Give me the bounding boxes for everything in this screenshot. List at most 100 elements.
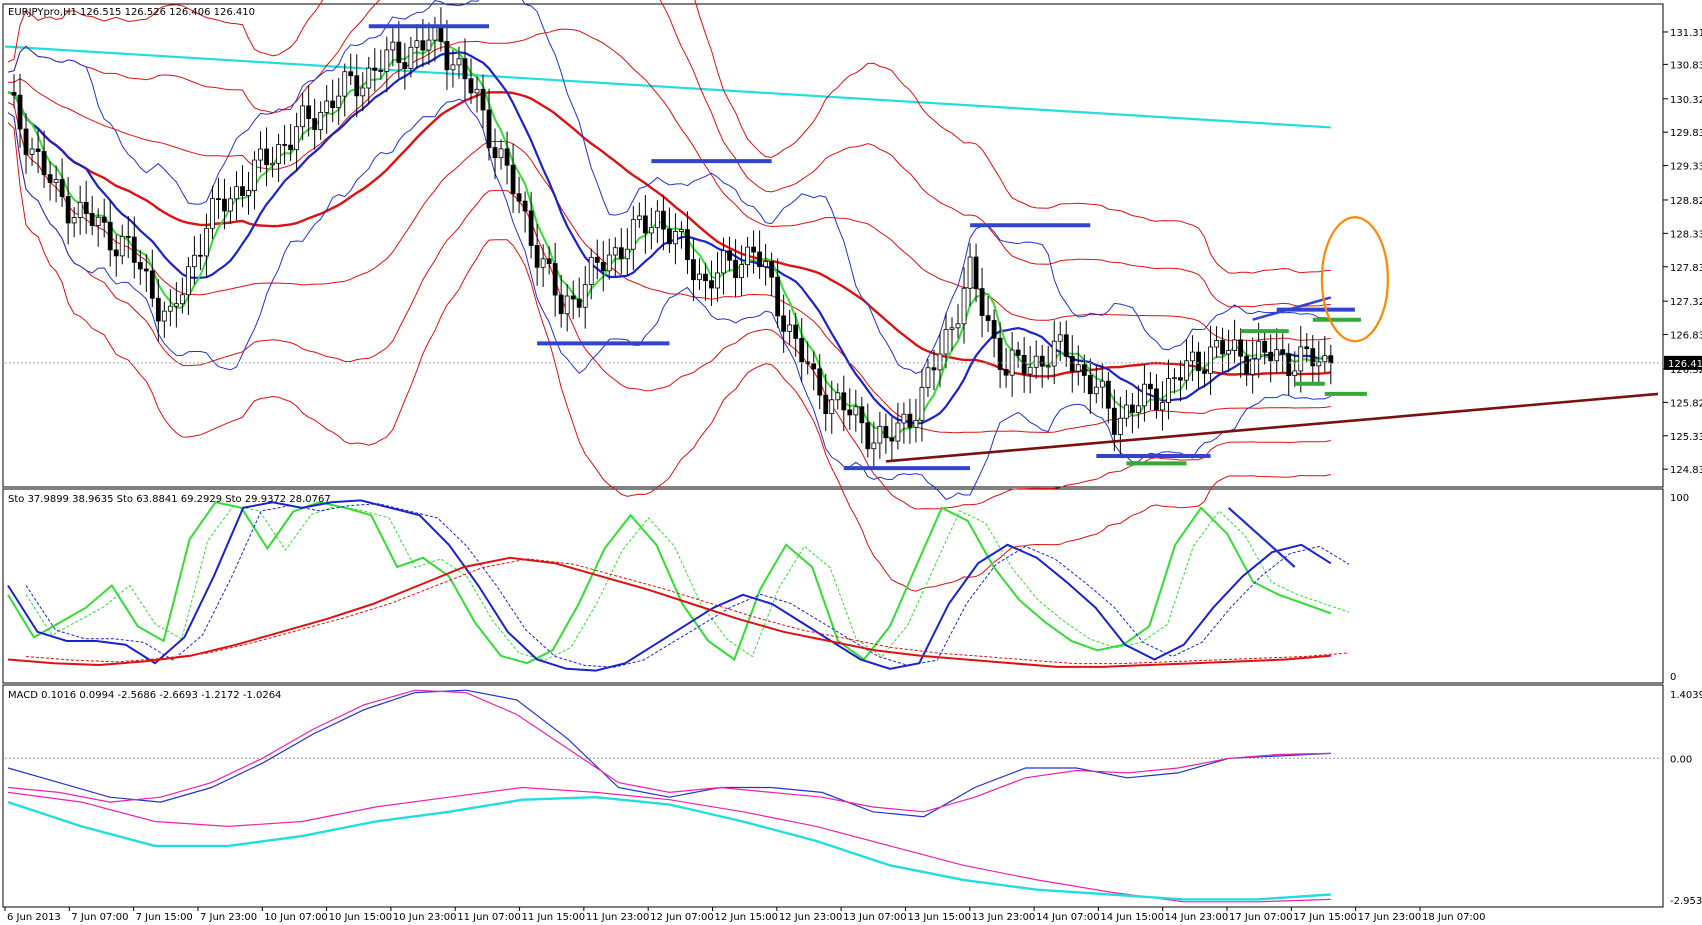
candle-bull xyxy=(167,305,173,312)
time-tick-label: 14 Jun 23:00 xyxy=(1165,912,1229,923)
candle-bear xyxy=(372,67,378,71)
price-tick-label: 128.330 xyxy=(1670,229,1702,240)
candle-bull xyxy=(540,258,546,268)
candle-bear xyxy=(23,128,29,155)
red-envelope-lower xyxy=(7,102,1331,434)
candle-bear xyxy=(1154,388,1159,411)
price-axis: 131.315 130.835 130.325 129.830 129.335 128.8… xyxy=(1663,28,1702,907)
candle-bear xyxy=(522,200,528,212)
candle-bull xyxy=(77,201,83,218)
candle-bull xyxy=(270,162,275,166)
candle-bear xyxy=(600,261,606,272)
stochastic-signal xyxy=(25,558,1349,665)
price-chart[interactable] xyxy=(4,0,1663,592)
candle-bear xyxy=(1238,339,1244,357)
candle-bull xyxy=(204,227,209,257)
price-tick-label: 126.320 xyxy=(1670,365,1702,376)
candle-bear xyxy=(378,69,384,72)
candle-bull xyxy=(835,392,841,401)
candle-bear xyxy=(1015,349,1021,356)
candle-bull xyxy=(1099,380,1105,388)
price-tick-label: 125.825 xyxy=(1670,398,1702,409)
candle-bull xyxy=(258,148,263,161)
candle-bear xyxy=(889,437,895,442)
candle-bear xyxy=(691,259,696,281)
candle-bear xyxy=(1111,407,1117,435)
candle-bull xyxy=(29,148,35,155)
candle-bear xyxy=(149,270,155,299)
candle-bear xyxy=(264,148,269,166)
candle-bear xyxy=(979,288,985,317)
candle-bull xyxy=(456,58,462,66)
candle-bear xyxy=(65,196,71,224)
candle-bear xyxy=(991,320,997,339)
time-tick-label: 7 Jun 15:00 xyxy=(136,912,193,923)
stochastic-tick-label: 0 xyxy=(1670,672,1676,683)
time-tick-label: 11 Jun 15:00 xyxy=(522,912,586,923)
candle-bull xyxy=(955,323,961,329)
candle-bear xyxy=(480,88,486,111)
candle-bear xyxy=(396,41,402,63)
candle-bear xyxy=(751,246,756,253)
candle-bull xyxy=(636,215,642,221)
candle-bear xyxy=(222,198,227,212)
candle-bear xyxy=(1003,369,1009,376)
macd-chart[interactable] xyxy=(5,689,1663,903)
macd-line xyxy=(7,795,1331,901)
candle-bear xyxy=(59,179,65,197)
candle-bear xyxy=(510,164,516,195)
candle-bear xyxy=(1220,340,1225,355)
candle-bear xyxy=(125,236,131,238)
candle-bull xyxy=(185,266,191,296)
macd-pane-header: MACD 0.1016 0.0994 -2.5686 -2.6693 -1.21… xyxy=(8,690,281,701)
stochastic-chart[interactable] xyxy=(7,499,1350,672)
candle-bear xyxy=(1069,355,1075,372)
candle-bull xyxy=(943,329,949,355)
candle-bull xyxy=(1274,349,1280,362)
macd-line xyxy=(7,689,1331,813)
candle-bull xyxy=(179,294,185,305)
candle-bear xyxy=(143,268,149,272)
candle-bull xyxy=(1142,383,1147,407)
candle-bear xyxy=(1178,377,1183,381)
cyan-long-ma xyxy=(4,45,1331,129)
candle-bull xyxy=(949,327,955,330)
candle-bear xyxy=(155,297,161,322)
candle-bull xyxy=(937,353,943,371)
time-tick-label: 14 Jun 07:00 xyxy=(1036,912,1100,923)
candle-bear xyxy=(1310,348,1316,367)
candle-bear xyxy=(709,280,714,289)
candle-bear xyxy=(757,251,763,268)
candle-bear xyxy=(558,294,564,315)
candle-bear xyxy=(1202,370,1207,374)
price-tick-label: 127.835 xyxy=(1670,263,1702,274)
candle-bear xyxy=(847,409,853,416)
candle-bull xyxy=(294,126,300,151)
candle-bear xyxy=(41,151,47,176)
candle-bear xyxy=(216,198,221,201)
candle-bull xyxy=(1033,355,1039,368)
candle-bear xyxy=(793,324,799,339)
candle-bull xyxy=(853,406,859,416)
candle-bear xyxy=(312,118,318,131)
red-envelope-upper xyxy=(7,0,1331,274)
candle-bear xyxy=(444,40,450,71)
time-tick-label: 11 Jun 23:00 xyxy=(586,912,650,923)
candle-bear xyxy=(1129,404,1135,413)
candle-bear xyxy=(420,40,426,51)
candle-bear xyxy=(733,259,738,279)
bollinger-lower xyxy=(7,98,1331,501)
candle-bear xyxy=(1105,380,1111,409)
current-price-box xyxy=(1664,355,1702,370)
candle-bear xyxy=(462,58,468,80)
candle-bull xyxy=(1316,361,1322,367)
price-tick-label: 130.325 xyxy=(1670,95,1702,106)
candle-bull xyxy=(498,148,504,158)
candle-bear xyxy=(354,75,360,97)
candle-bear xyxy=(1262,340,1268,353)
candle-bear xyxy=(552,263,558,296)
candle-bull xyxy=(474,88,480,94)
candle-bear xyxy=(240,186,245,197)
candle-bull xyxy=(408,46,414,69)
